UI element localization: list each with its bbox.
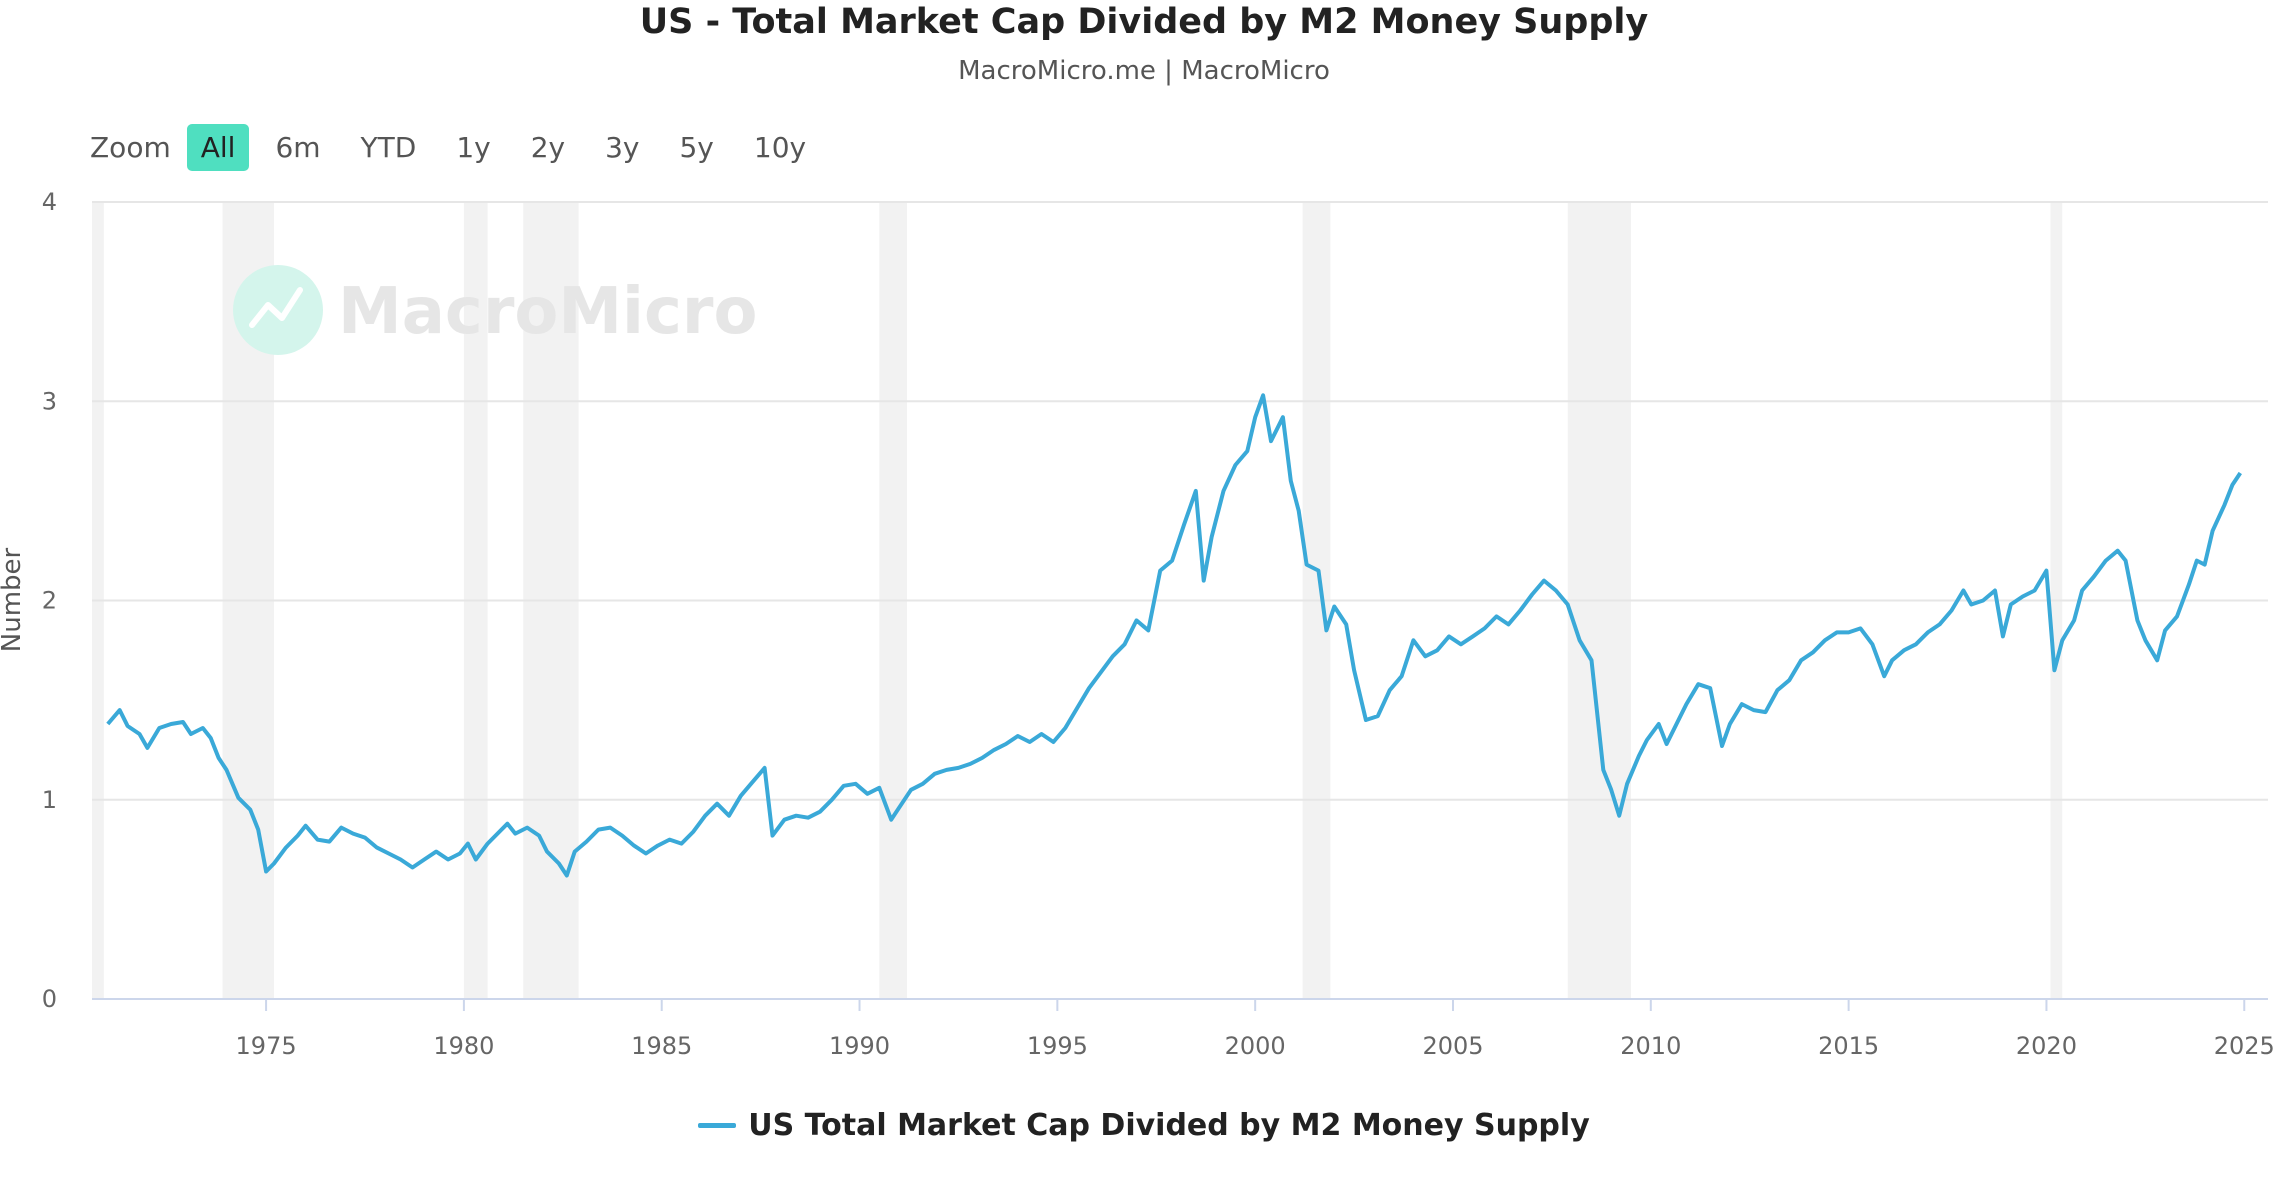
series-layer[interactable] bbox=[106, 393, 2242, 878]
x-tick-label: 1995 bbox=[1027, 1032, 1088, 1060]
y-tick-label: 1 bbox=[42, 786, 57, 814]
zoom-3y-button[interactable]: 3y bbox=[605, 130, 640, 164]
chart-title: US - Total Market Cap Divided by M2 Mone… bbox=[639, 2, 1649, 42]
zoom-6m-button[interactable]: 6m bbox=[275, 130, 321, 164]
chart-subtitle: MacroMicro.me | MacroMicro bbox=[958, 56, 1330, 86]
axes: 0 1 2 3 4 1975 1980 1985 1990 1995 2000 2005 2010 201… bbox=[42, 188, 2275, 1060]
y-tick-label: 3 bbox=[42, 387, 57, 415]
series-line[interactable] bbox=[106, 393, 2242, 878]
legend[interactable]: US Total Market Cap Divided by M2 Money … bbox=[0, 1108, 2288, 1143]
zoom-2y-button[interactable]: 2y bbox=[530, 130, 566, 164]
watermark-text: MacroMicro bbox=[338, 275, 757, 349]
x-tick-label: 2025 bbox=[2214, 1032, 2275, 1060]
x-tick-label: 1985 bbox=[631, 1032, 692, 1060]
zoom-5y-button[interactable]: 5y bbox=[679, 130, 714, 164]
zoom-all-button[interactable]: All bbox=[186, 123, 250, 171]
zoom-bar: Zoom All 6m YTD 1y 2y 3y 5y 10y bbox=[90, 122, 832, 172]
y-tick-label: 4 bbox=[42, 188, 57, 216]
y-axis-title: Number bbox=[0, 547, 27, 652]
watermark: MacroMicro bbox=[233, 265, 757, 355]
y-tick-label: 0 bbox=[42, 985, 57, 1013]
zoom-label: Zoom bbox=[90, 130, 171, 164]
x-tick-label: 2005 bbox=[1422, 1032, 1483, 1060]
legend-item-label[interactable]: US Total Market Cap Divided by M2 Money … bbox=[748, 1108, 1590, 1143]
zoom-10y-button[interactable]: 10y bbox=[753, 130, 807, 164]
y-tick-label: 2 bbox=[42, 587, 57, 615]
zoom-1y-button[interactable]: 1y bbox=[456, 130, 491, 164]
x-tick-label: 2020 bbox=[2016, 1032, 2077, 1060]
x-tick-label: 1980 bbox=[433, 1032, 494, 1060]
x-tick-label: 2015 bbox=[1818, 1032, 1879, 1060]
x-tick-label: 2010 bbox=[1620, 1032, 1681, 1060]
chart-logo-icon bbox=[233, 265, 323, 355]
x-tick-label: 1975 bbox=[236, 1032, 297, 1060]
legend-swatch bbox=[698, 1123, 737, 1128]
x-tick-label: 2000 bbox=[1225, 1032, 1286, 1060]
zoom-ytd-button[interactable]: YTD bbox=[360, 130, 417, 164]
x-tick-label: 1990 bbox=[829, 1032, 890, 1060]
chart-logo-line bbox=[249, 287, 303, 328]
